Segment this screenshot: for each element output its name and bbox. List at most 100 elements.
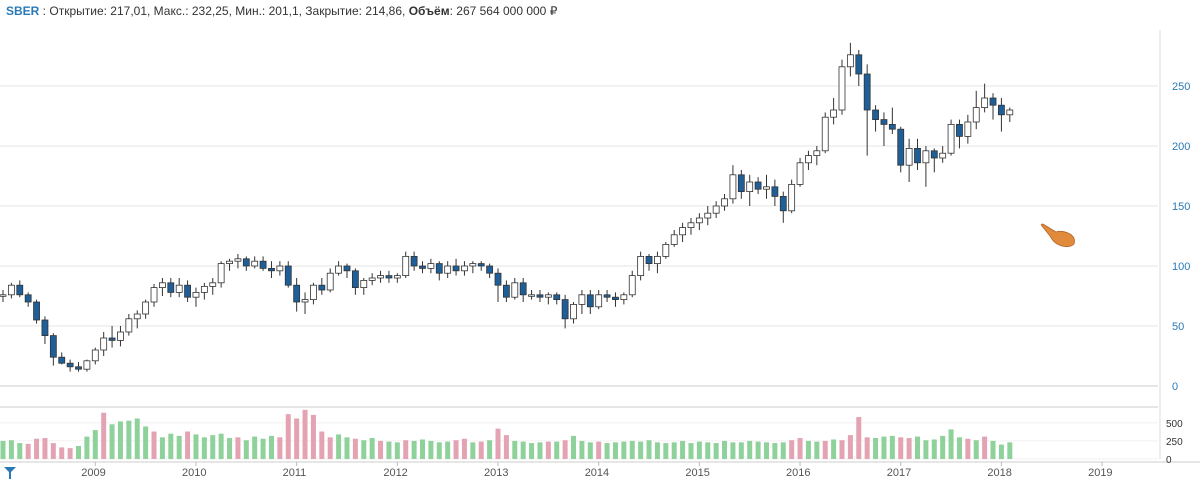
volume-bar	[445, 441, 451, 459]
volume-bar	[663, 443, 669, 459]
year-label: 2010	[182, 467, 206, 479]
volume-bar	[487, 440, 493, 459]
candle-body	[838, 66, 846, 111]
volume-bar	[948, 429, 954, 459]
candle-body	[805, 155, 812, 164]
hand-cursor-shape	[1040, 223, 1075, 248]
candle-body	[16, 284, 24, 296]
candle-body	[234, 258, 242, 262]
price-axis: 0 50 100 150 200 250	[1172, 81, 1190, 393]
volume-bar	[755, 441, 761, 459]
volume-bar	[545, 441, 551, 459]
volume-bar	[847, 435, 853, 459]
volume-bar	[562, 440, 568, 459]
volume-bar	[814, 441, 820, 459]
candle-body	[402, 255, 410, 276]
year-label: 2012	[383, 467, 407, 479]
volume-bar	[470, 442, 476, 459]
candle-body	[771, 186, 779, 197]
candle-body	[343, 265, 351, 272]
candle-body	[167, 282, 175, 293]
volume-bar	[411, 440, 417, 459]
volume-bar	[587, 442, 593, 459]
volume-bar	[503, 435, 509, 459]
volume-bar	[478, 441, 484, 459]
candle-body	[200, 285, 208, 293]
volume-label: Объём	[408, 4, 450, 18]
volume-bar	[59, 447, 65, 459]
ticker-separator: :	[39, 4, 50, 18]
candle-body	[192, 291, 200, 298]
candle-body	[570, 303, 577, 320]
volume-bar	[571, 435, 577, 459]
volume-bar	[92, 430, 98, 459]
volume-bar	[0, 440, 6, 459]
candle-body	[461, 265, 468, 272]
candle-body	[377, 275, 384, 279]
candle-body	[670, 234, 678, 245]
time-axis: 2009 2010 2011 2012 2013 2014 2015 2016 2017 2018…	[4, 462, 1113, 479]
volume-bar	[982, 436, 988, 459]
volume-bar	[151, 431, 157, 459]
year-label: 2009	[81, 467, 105, 479]
volume-bar	[260, 438, 266, 459]
candle-body	[393, 275, 401, 279]
candle-body	[368, 277, 376, 281]
candle-body	[184, 284, 191, 298]
volume-bar	[126, 420, 132, 459]
candle-body	[293, 284, 301, 303]
hand-cursor-icon	[1040, 223, 1075, 248]
volume-bar	[629, 440, 635, 459]
volume-bar	[923, 440, 929, 459]
volume-bar	[990, 440, 996, 459]
candle-body	[561, 299, 569, 320]
candle-body	[754, 181, 762, 190]
candle-body	[360, 279, 368, 288]
volume-bar	[596, 441, 602, 459]
candle-body	[351, 270, 359, 288]
candle-body	[578, 294, 586, 305]
volume-bar	[76, 445, 82, 459]
volume-bar	[25, 443, 31, 459]
volume-bar	[210, 435, 216, 459]
candle-body	[310, 284, 317, 301]
volume-bar	[906, 438, 912, 459]
volume-bar	[168, 433, 174, 459]
volume-bar	[277, 437, 283, 459]
candle-body	[284, 265, 292, 286]
volume-bar	[671, 442, 677, 459]
candle-body	[494, 272, 502, 286]
candle-body	[226, 260, 233, 265]
price-tick-label: 150	[1172, 201, 1190, 213]
volume-tick-label: 500	[1166, 419, 1183, 430]
candle-body	[133, 313, 141, 320]
year-label: 2014	[585, 467, 609, 479]
candle-body	[100, 337, 108, 351]
volume-bar	[134, 418, 140, 459]
candle-body	[125, 318, 133, 333]
candle-body	[217, 263, 225, 284]
volume-bar	[302, 409, 308, 459]
candle-body	[872, 109, 879, 121]
candle-body	[276, 265, 284, 272]
volume-bar	[294, 418, 300, 459]
price-tick-label: 100	[1172, 261, 1190, 273]
candle-body	[58, 356, 66, 364]
volume-bar	[67, 448, 73, 459]
volume-bar	[17, 443, 23, 459]
volume-bar	[940, 435, 946, 459]
candle-body	[645, 255, 653, 264]
volume-bar	[898, 437, 904, 459]
candle-body	[544, 294, 552, 298]
volume-bar	[461, 438, 467, 459]
volume-bar	[512, 440, 518, 459]
ticker-symbol[interactable]: SBER	[6, 4, 40, 18]
volume-bar	[193, 434, 199, 459]
volume-bar	[394, 442, 400, 459]
candle-body	[175, 284, 183, 293]
volume-bar	[839, 440, 845, 459]
volume-bars	[0, 409, 1013, 459]
candle-body	[620, 294, 628, 300]
volume-bar	[453, 440, 459, 459]
